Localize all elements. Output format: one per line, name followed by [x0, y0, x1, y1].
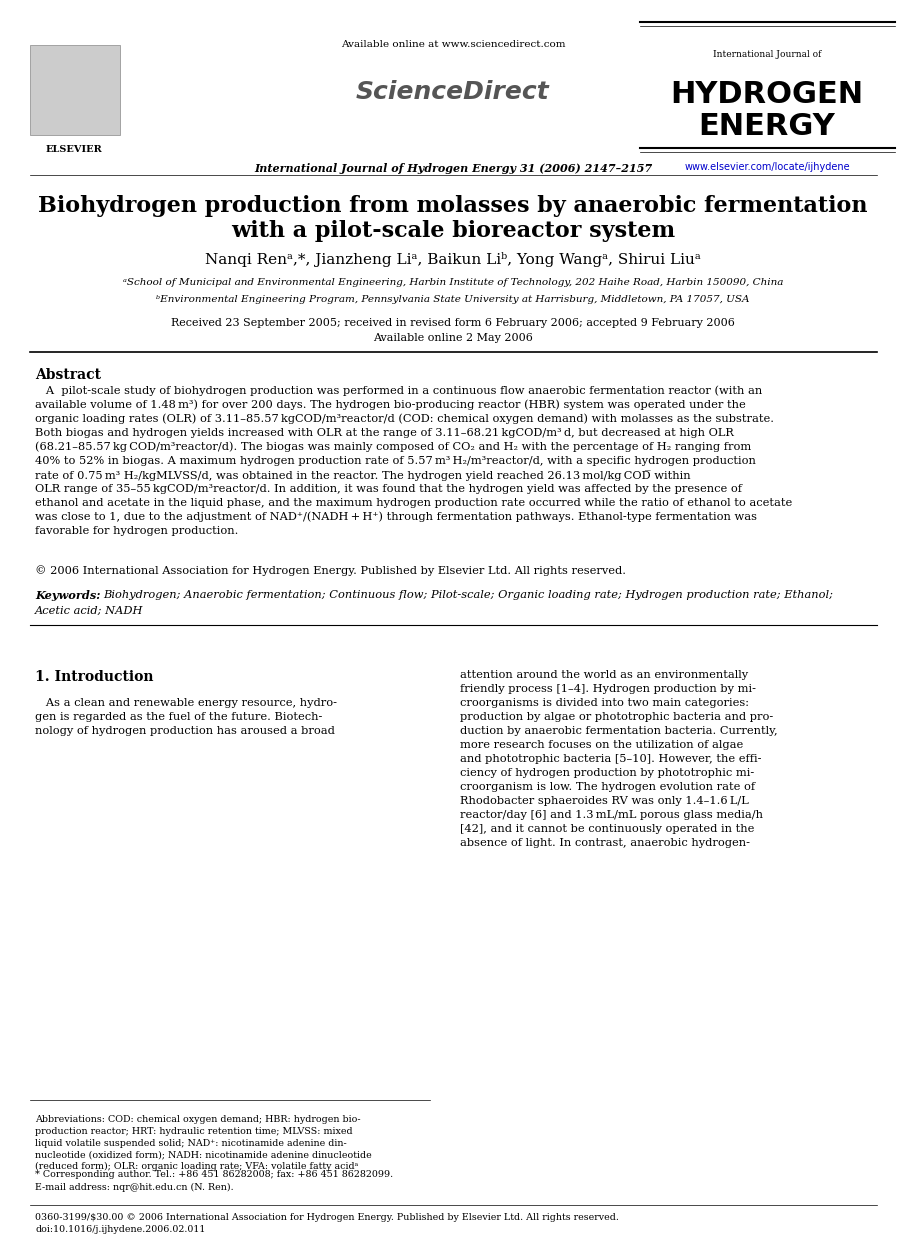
Text: Abbreviations: COD: chemical oxygen demand; HBR: hydrogen bio-
production reacto: Abbreviations: COD: chemical oxygen dema…	[35, 1115, 372, 1171]
Text: with a pilot-scale bioreactor system: with a pilot-scale bioreactor system	[231, 220, 675, 241]
Text: HYDROGEN: HYDROGEN	[670, 80, 863, 109]
Text: 0360-3199/$30.00 © 2006 International Association for Hydrogen Energy. Published: 0360-3199/$30.00 © 2006 International As…	[35, 1213, 619, 1222]
Text: Available online 2 May 2006: Available online 2 May 2006	[373, 333, 533, 343]
Text: * Corresponding author. Tel.: +86 451 86282008; fax: +86 451 86282099.: * Corresponding author. Tel.: +86 451 86…	[35, 1170, 393, 1179]
Text: E-mail address: nqr@hit.edu.cn (N. Ren).: E-mail address: nqr@hit.edu.cn (N. Ren).	[35, 1184, 234, 1192]
Text: A  pilot-scale study of biohydrogen production was performed in a continuous flo: A pilot-scale study of biohydrogen produ…	[35, 385, 792, 536]
Text: ELSEVIER: ELSEVIER	[45, 145, 102, 154]
Text: ᵃSchool of Municipal and Environmental Engineering, Harbin Institute of Technolo: ᵃSchool of Municipal and Environmental E…	[122, 279, 783, 287]
Bar	[30, 45, 120, 135]
Text: 1. Introduction: 1. Introduction	[35, 670, 153, 685]
Text: ᵇEnvironmental Engineering Program, Pennsylvania State University at Harrisburg,: ᵇEnvironmental Engineering Program, Penn…	[156, 295, 750, 305]
Text: Available online at www.sciencedirect.com: Available online at www.sciencedirect.co…	[341, 40, 565, 50]
Text: International Journal of Hydrogen Energy 31 (2006) 2147–2157: International Journal of Hydrogen Energy…	[254, 163, 652, 175]
Text: Biohydrogen production from molasses by anaerobic fermentation: Biohydrogen production from molasses by …	[38, 196, 868, 217]
Text: Biohydrogen; Anaerobic fermentation; Continuous flow; Pilot-scale; Organic loadi: Biohydrogen; Anaerobic fermentation; Con…	[103, 591, 833, 600]
Text: attention around the world as an environmentally
friendly process [1–4]. Hydroge: attention around the world as an environ…	[460, 670, 777, 848]
Text: Keywords:: Keywords:	[35, 591, 104, 600]
Text: doi:10.1016/j.ijhydene.2006.02.011: doi:10.1016/j.ijhydene.2006.02.011	[35, 1224, 205, 1234]
Text: ScienceDirect: ScienceDirect	[356, 80, 550, 104]
Text: Received 23 September 2005; received in revised form 6 February 2006; accepted 9: Received 23 September 2005; received in …	[171, 318, 735, 328]
Text: Acetic acid; NADH: Acetic acid; NADH	[35, 605, 143, 617]
Text: Abstract: Abstract	[35, 368, 101, 383]
Text: Nanqi Renᵃ,*, Jianzheng Liᵃ, Baikun Liᵇ, Yong Wangᵃ, Shirui Liuᵃ: Nanqi Renᵃ,*, Jianzheng Liᵃ, Baikun Liᵇ,…	[205, 253, 701, 267]
Text: www.elsevier.com/locate/ijhydene: www.elsevier.com/locate/ijhydene	[684, 162, 850, 172]
Text: As a clean and renewable energy resource, hydro-
gen is regarded as the fuel of : As a clean and renewable energy resource…	[35, 698, 337, 737]
Text: © 2006 International Association for Hydrogen Energy. Published by Elsevier Ltd.: © 2006 International Association for Hyd…	[35, 565, 626, 576]
Text: International Journal of: International Journal of	[713, 50, 821, 59]
Text: ENERGY: ENERGY	[698, 111, 835, 141]
